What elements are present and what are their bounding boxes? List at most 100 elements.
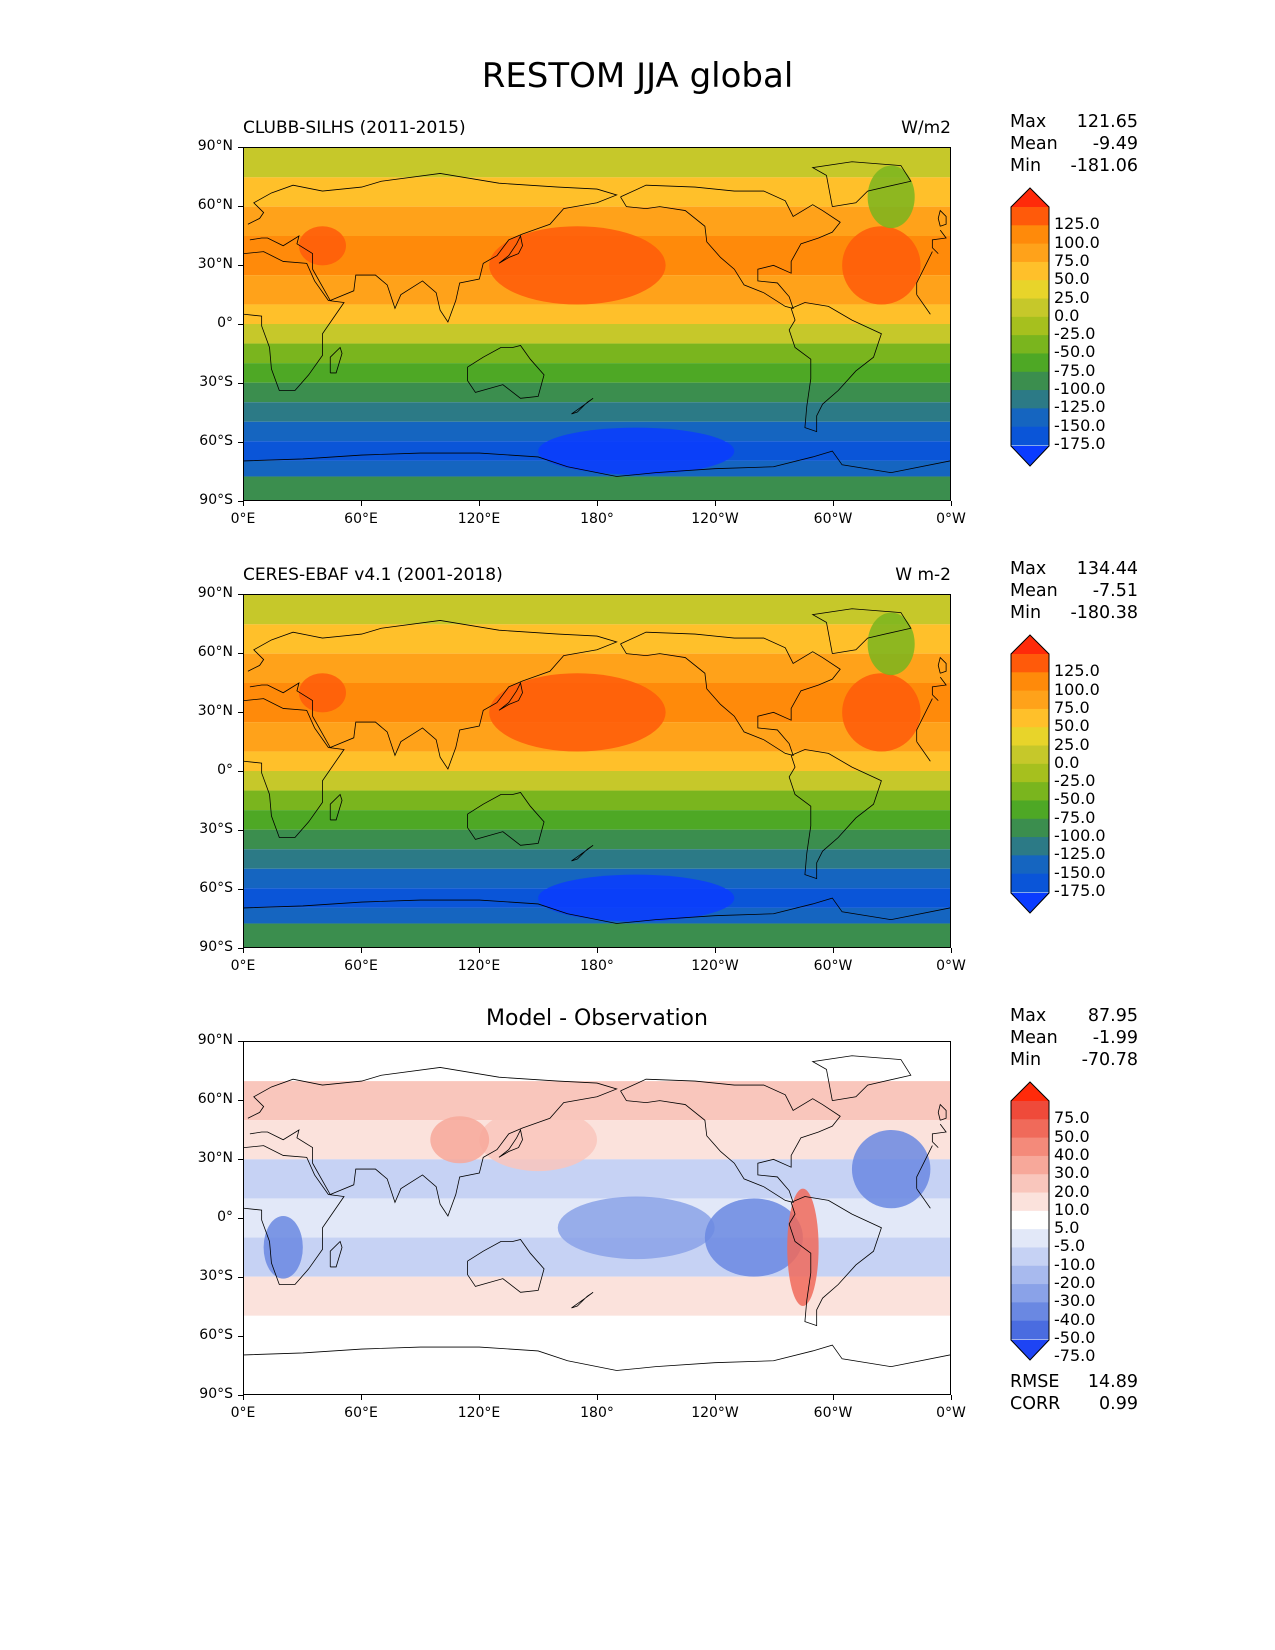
colorbar-extend-min: [1011, 1340, 1049, 1360]
field-band: [244, 923, 950, 947]
stat-max-label: Max: [1010, 1006, 1047, 1026]
colorbar-segment: [1011, 207, 1049, 226]
x-tick-mark: [951, 501, 952, 506]
colorbar-segment: [1011, 654, 1049, 673]
colorbar-segment: [1011, 1284, 1049, 1303]
x-tick-label: 120°E: [457, 958, 501, 974]
stat-corr: CORR 0.99: [1010, 1393, 1138, 1415]
x-tick-label: 180°: [580, 511, 614, 527]
colorbar-label: -75.0: [1054, 360, 1096, 380]
field-feature: [867, 612, 915, 676]
field-band: [244, 1159, 950, 1199]
field-band: [244, 177, 950, 207]
field-band: [244, 849, 950, 869]
field-band: [244, 624, 950, 654]
colorbar-segment: [1011, 1320, 1049, 1340]
stat-max-value: 134.44: [1076, 559, 1138, 579]
field-feature: [842, 673, 921, 752]
field-feature: [538, 874, 735, 922]
colorbar-segment: [1011, 782, 1049, 801]
colorbar-segment: [1011, 855, 1049, 875]
stat-min-value: -180.38: [1070, 603, 1138, 623]
field-band: [244, 324, 950, 344]
y-tick-label: 60°S: [199, 433, 233, 449]
stat-rmse-label: RMSE: [1010, 1372, 1060, 1392]
colorbar-outline: [1010, 187, 1050, 467]
y-tick-mark: [238, 712, 243, 713]
x-tick-mark: [479, 501, 480, 506]
colorbar-extend-min: [1011, 446, 1049, 466]
coastline-uk: [937, 1103, 947, 1121]
coastline-japan: [498, 234, 523, 264]
colorbar-label: 75.0: [1054, 250, 1090, 270]
field-band: [244, 304, 950, 324]
colorbar-segment: [1011, 1229, 1049, 1248]
coastline-australia: [467, 1239, 545, 1293]
coastline-madagascar: [329, 793, 343, 821]
field-band: [244, 751, 950, 771]
colorbar-segment: [1011, 763, 1049, 783]
colorbar-label: 25.0: [1054, 287, 1090, 307]
colorbar-segment: [1011, 818, 1049, 838]
figure-title: RESTOM JJA global: [481, 56, 794, 96]
colorbar-label: 125.0: [1054, 661, 1100, 681]
coastline-antarctica: [244, 1344, 950, 1371]
stat-min-value: -181.06: [1070, 156, 1138, 176]
colorbar: [1010, 634, 1050, 914]
x-tick-mark: [833, 948, 834, 953]
stat-min: Min -181.06: [1010, 155, 1138, 177]
y-tick-mark: [238, 442, 243, 443]
y-tick-label: 90°S: [199, 492, 233, 508]
x-tick-label: 120°E: [457, 511, 501, 527]
stats-box: Max 87.95 Mean -1.99 Min -70.78: [1010, 1005, 1138, 1071]
colorbar-label: 75.0: [1054, 697, 1090, 717]
field-feature: [263, 1216, 303, 1279]
coastline-europe_africa: [244, 251, 345, 391]
stat-mean-value: -1.99: [1092, 1028, 1138, 1048]
colorbar-label: 50.0: [1054, 269, 1090, 289]
stat-mean-label: Mean: [1010, 134, 1058, 154]
coastline-europe_africa: [916, 698, 933, 742]
y-tick-mark: [238, 771, 243, 772]
stat-corr-label: CORR: [1010, 1394, 1061, 1414]
colorbar-segment: [1011, 837, 1049, 856]
y-tick-label: 90°S: [199, 939, 233, 955]
field-feature: [430, 1116, 490, 1164]
x-tick-mark: [243, 1395, 244, 1400]
colorbar-extend-max: [1011, 1082, 1049, 1101]
field-band: [244, 363, 950, 383]
y-tick-label: 0°: [217, 1209, 233, 1225]
colorbar-label: -125.0: [1054, 397, 1106, 417]
x-tick-label: 120°W: [691, 511, 739, 527]
colorbar-label: 75.0: [1054, 1108, 1090, 1128]
stat-rmse-value: 14.89: [1087, 1372, 1138, 1392]
x-tick-mark: [833, 1395, 834, 1400]
colorbar-segment: [1011, 1101, 1049, 1120]
colorbar-segment: [1011, 1119, 1049, 1139]
stat-min-label: Min: [1010, 1050, 1042, 1070]
y-tick-mark: [238, 1218, 243, 1219]
colorbar-segment: [1011, 280, 1049, 300]
y-tick-mark: [238, 383, 243, 384]
y-tick-label: 60°N: [197, 1091, 233, 1107]
map-panel-diff: [243, 1041, 951, 1395]
y-tick-mark: [238, 1100, 243, 1101]
field-feature: [704, 1198, 803, 1277]
y-tick-mark: [238, 206, 243, 207]
field-feature: [867, 165, 915, 229]
y-tick-label: 30°S: [199, 374, 233, 390]
coastline-europe_africa: [931, 229, 947, 254]
colorbar-segment: [1011, 1247, 1049, 1267]
y-tick-mark: [238, 594, 243, 595]
colorbar-label: -40.0: [1054, 1309, 1096, 1329]
stat-min: Min -180.38: [1010, 602, 1138, 624]
field-band: [244, 148, 950, 178]
coastline-europe_africa: [916, 251, 933, 295]
coastline-madagascar: [329, 1240, 343, 1268]
colorbar-segment: [1011, 745, 1049, 765]
coastline-greenland: [811, 608, 912, 655]
colorbar: [1010, 187, 1050, 467]
field-band: [244, 382, 950, 403]
coastline-newzealand: [571, 844, 594, 862]
x-tick-mark: [361, 1395, 362, 1400]
